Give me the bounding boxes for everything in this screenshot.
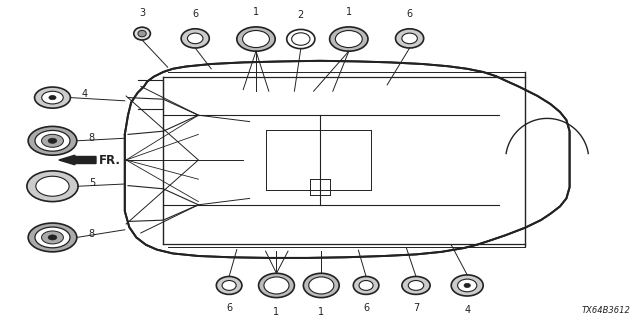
Ellipse shape [28, 126, 77, 155]
Text: 4: 4 [82, 89, 88, 100]
Ellipse shape [396, 29, 424, 48]
Ellipse shape [408, 281, 424, 290]
Ellipse shape [48, 138, 57, 143]
Polygon shape [125, 61, 570, 258]
Text: 8: 8 [88, 132, 95, 143]
Ellipse shape [308, 277, 334, 294]
Text: 6: 6 [363, 303, 369, 313]
Ellipse shape [303, 273, 339, 298]
Text: 6: 6 [406, 9, 413, 19]
Ellipse shape [402, 33, 417, 44]
Ellipse shape [42, 91, 63, 104]
Ellipse shape [28, 223, 77, 252]
Ellipse shape [237, 27, 275, 51]
Text: 3: 3 [139, 8, 145, 18]
Text: 6: 6 [226, 303, 232, 313]
Text: 1: 1 [253, 7, 259, 17]
Text: 2: 2 [298, 10, 304, 20]
Ellipse shape [330, 27, 368, 51]
Ellipse shape [259, 273, 294, 298]
Ellipse shape [359, 281, 373, 290]
Ellipse shape [222, 281, 236, 290]
Ellipse shape [35, 131, 70, 151]
Ellipse shape [353, 276, 379, 294]
Ellipse shape [188, 33, 203, 44]
Text: 1: 1 [273, 307, 280, 316]
Ellipse shape [451, 275, 483, 296]
Ellipse shape [402, 276, 430, 294]
Text: 7: 7 [413, 303, 419, 313]
Ellipse shape [216, 276, 242, 294]
Ellipse shape [49, 95, 56, 100]
Ellipse shape [138, 30, 147, 37]
Ellipse shape [181, 29, 209, 48]
Ellipse shape [42, 231, 63, 244]
Text: 6: 6 [192, 9, 198, 19]
Text: 8: 8 [88, 229, 95, 239]
Ellipse shape [458, 279, 477, 292]
FancyArrow shape [59, 155, 96, 165]
Ellipse shape [243, 30, 269, 48]
Ellipse shape [27, 171, 78, 202]
Text: 4: 4 [464, 305, 470, 315]
Text: TX64B3612: TX64B3612 [582, 306, 630, 315]
Ellipse shape [42, 134, 63, 147]
Ellipse shape [134, 27, 150, 40]
Ellipse shape [35, 87, 70, 108]
Text: 5: 5 [90, 178, 96, 188]
Ellipse shape [264, 277, 289, 294]
Ellipse shape [48, 235, 57, 240]
Ellipse shape [464, 283, 470, 288]
Text: 1: 1 [346, 7, 352, 17]
Ellipse shape [36, 176, 69, 196]
Text: 1: 1 [318, 307, 324, 316]
Ellipse shape [35, 227, 70, 248]
Text: FR.: FR. [99, 154, 121, 166]
Ellipse shape [335, 30, 362, 48]
